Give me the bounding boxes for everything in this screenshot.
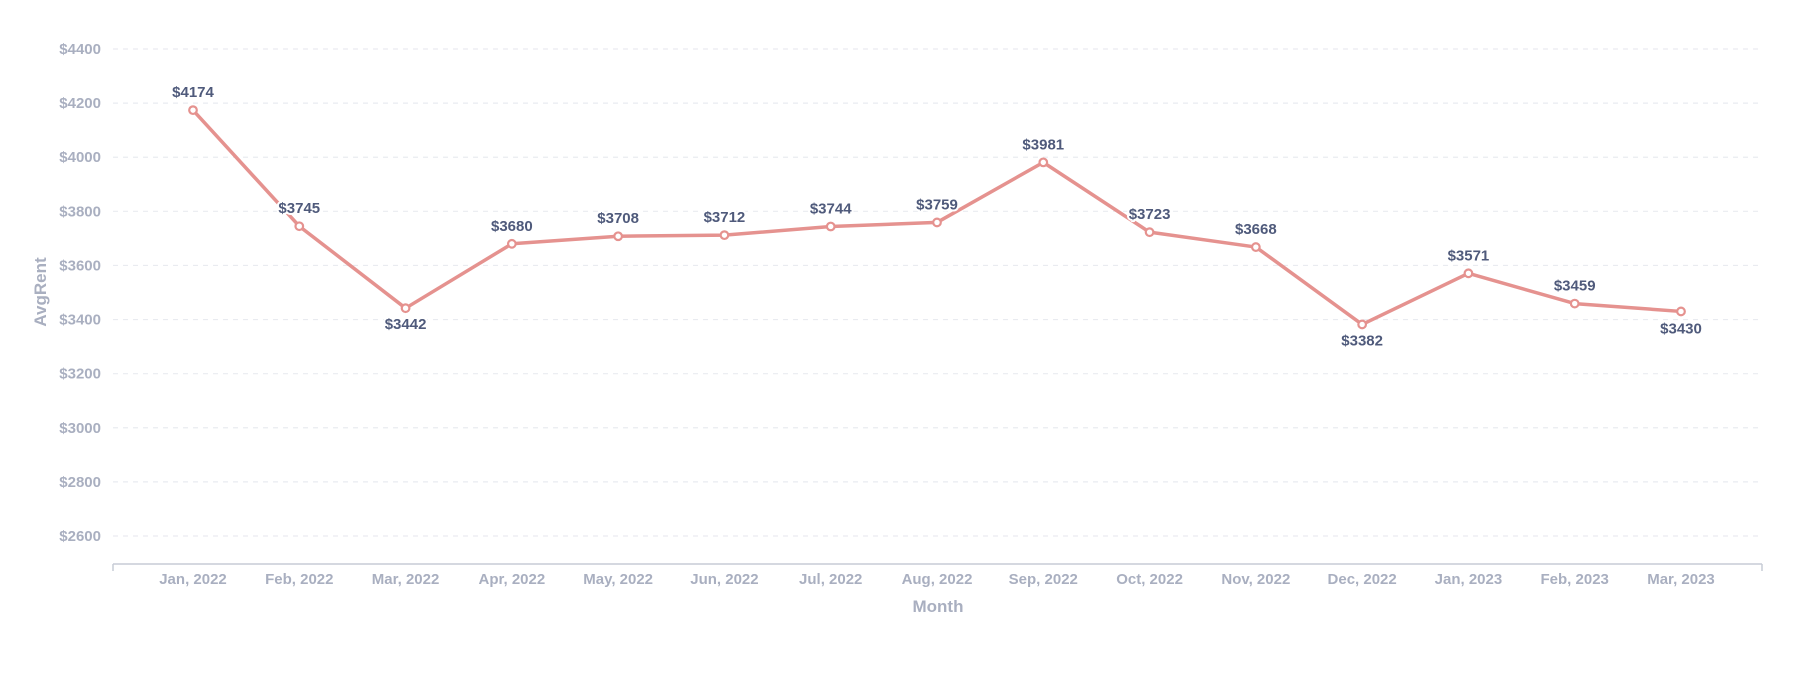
data-point-jan-2022 <box>188 105 198 116</box>
y-axis-title: AvgRent <box>31 257 50 327</box>
data-label-jan-2022: $4174 <box>172 84 214 101</box>
data-label-jul-2022: $3744 <box>810 200 852 217</box>
avg-rent-line <box>191 108 1683 327</box>
x-tick-label-4: Apr, 2022 <box>478 571 545 588</box>
data-point-jun-2022 <box>719 230 730 241</box>
data-point-aug-2022 <box>932 217 942 228</box>
data-label-oct-2022: $3723 <box>1129 206 1171 223</box>
x-tick-label-13: Jan, 2023 <box>1435 571 1503 588</box>
grid-layer <box>113 48 1762 537</box>
data-point-feb-2023 <box>1569 298 1580 309</box>
data-point-mar-2023 <box>1676 306 1686 317</box>
series-layer <box>188 105 1686 330</box>
y-tick-label-2800: $2800 <box>59 474 101 491</box>
data-point-dec-2022 <box>1357 319 1368 330</box>
x-tick-label-3: Mar, 2022 <box>372 571 440 588</box>
data-label-mar-2023: $3430 <box>1660 320 1702 337</box>
y-tick-label-4000: $4000 <box>59 149 101 166</box>
x-tick-label-14: Feb, 2023 <box>1541 571 1609 588</box>
data-label-apr-2022: $3680 <box>491 218 533 235</box>
x-axis-title: Month <box>913 597 964 616</box>
y-tick-label-3400: $3400 <box>59 312 101 329</box>
data-label-feb-2023: $3459 <box>1554 278 1596 295</box>
x-tick-label-7: Jul, 2022 <box>799 571 862 588</box>
data-label-layer: $4174 $3745 $3442 $3680 $3708 $3712 $3744 $3759… <box>170 82 1704 351</box>
data-point-feb-2022 <box>294 221 305 232</box>
axis-layer: $2600 $2800 $3000 $3200 $3400 $3600 $3800 $4000… <box>59 41 1763 588</box>
data-point-may-2022 <box>613 231 624 242</box>
y-tick-label-3600: $3600 <box>59 257 101 274</box>
x-tick-label-9: Sep, 2022 <box>1009 571 1078 588</box>
data-point-jul-2022 <box>825 221 836 232</box>
data-point-apr-2022 <box>506 238 517 249</box>
x-tick-label-5: May, 2022 <box>583 571 653 588</box>
data-label-mar-2022: $3442 <box>385 316 427 333</box>
x-tick-label-11: Nov, 2022 <box>1221 571 1290 588</box>
x-tick-label-10: Oct, 2022 <box>1116 571 1183 588</box>
y-tick-label-2600: $2600 <box>59 528 101 545</box>
y-tick-label-4200: $4200 <box>59 95 101 112</box>
y-tick-label-3800: $3800 <box>59 203 101 220</box>
y-tick-label-3000: $3000 <box>59 420 101 437</box>
data-point-jan-2023 <box>1463 268 1474 279</box>
data-label-jan-2023: $3571 <box>1448 247 1490 264</box>
data-point-oct-2022 <box>1144 227 1155 238</box>
data-point-nov-2022 <box>1250 242 1261 252</box>
data-label-nov-2022: $3668 <box>1235 221 1277 238</box>
data-label-aug-2022: $3759 <box>916 196 958 213</box>
x-tick-label-8: Aug, 2022 <box>902 571 973 588</box>
data-point-mar-2022 <box>400 303 411 314</box>
data-label-may-2022: $3708 <box>597 210 639 227</box>
data-label-dec-2022: $3382 <box>1341 332 1383 349</box>
data-point-sep-2022 <box>1038 157 1049 168</box>
data-label-feb-2022: $3745 <box>278 200 320 217</box>
x-tick-label-1: Jan, 2022 <box>159 571 227 588</box>
x-tick-label-2: Feb, 2022 <box>265 571 333 588</box>
y-tick-label-3200: $3200 <box>59 366 101 383</box>
x-tick-label-15: Mar, 2023 <box>1647 571 1715 588</box>
data-label-sep-2022: $3981 <box>1022 136 1064 153</box>
data-label-jun-2022: $3712 <box>704 209 746 226</box>
y-tick-label-4400: $4400 <box>59 41 101 58</box>
x-tick-label-12: Dec, 2022 <box>1328 571 1397 588</box>
x-tick-label-6: Jun, 2022 <box>690 571 758 588</box>
